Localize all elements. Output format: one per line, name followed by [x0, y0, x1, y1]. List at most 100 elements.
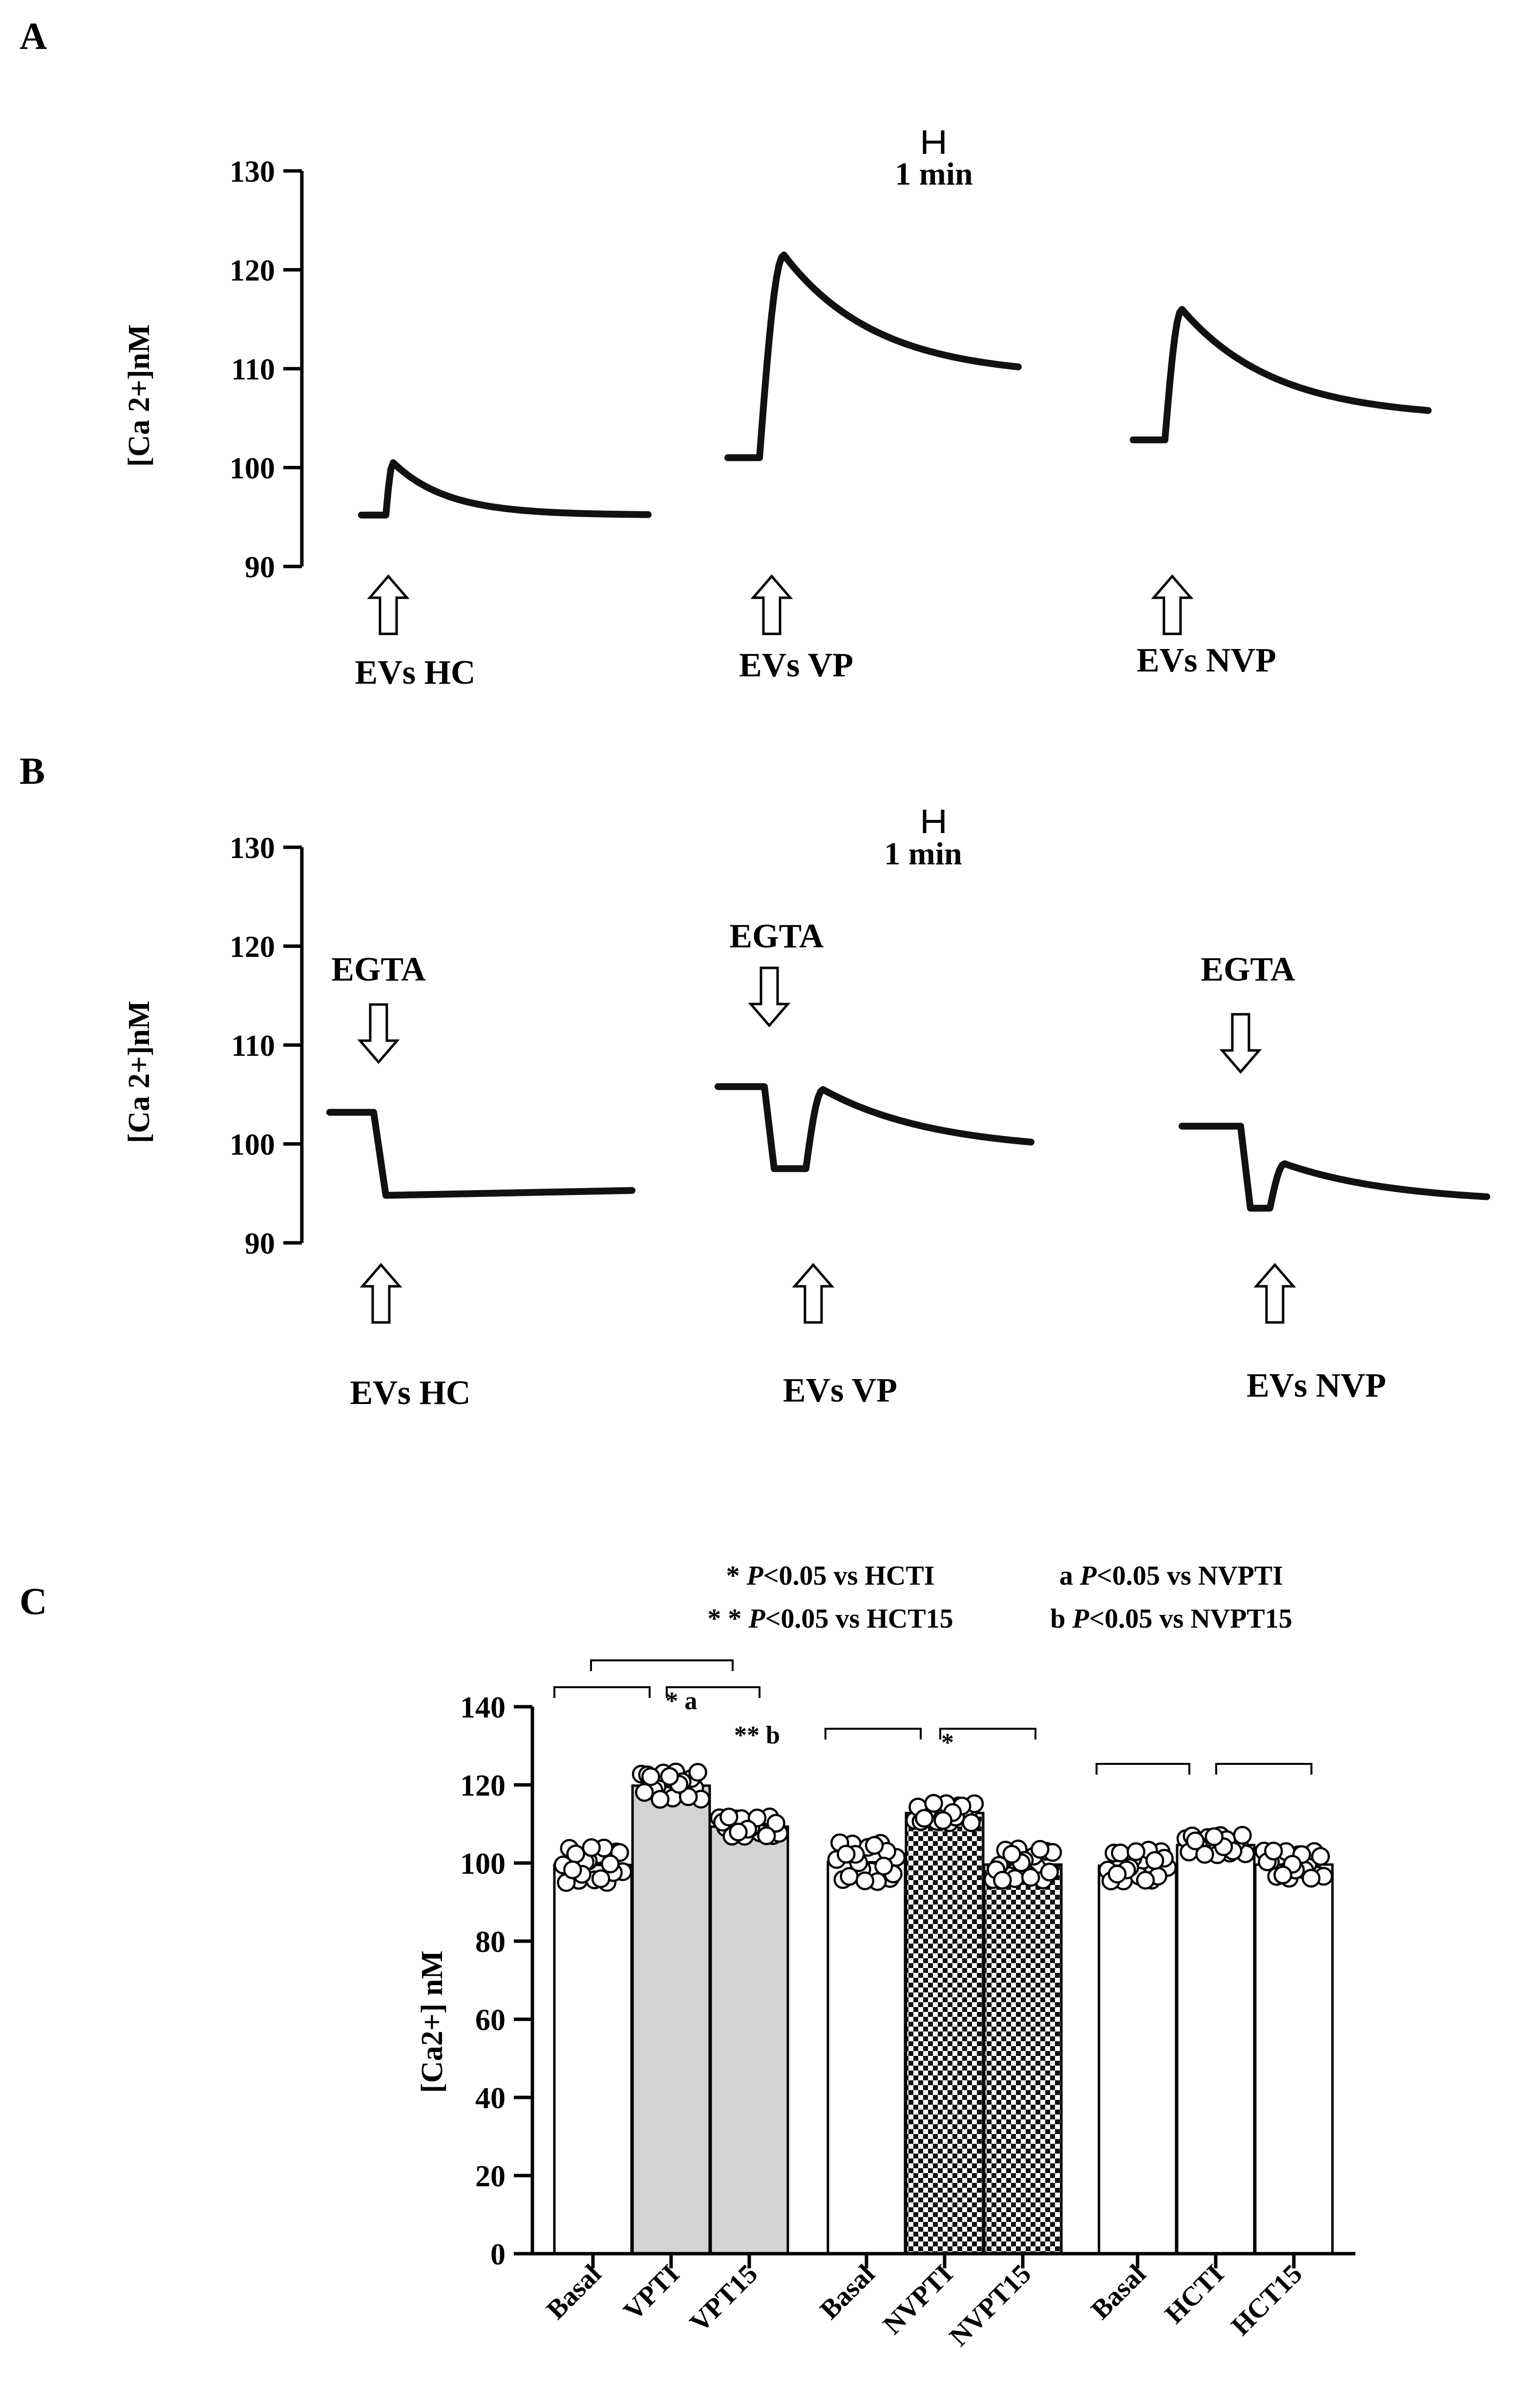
- panel-a-trace-3: [1130, 306, 1432, 443]
- x-tick-label: VPT15: [684, 2259, 764, 2338]
- data-point: [719, 1807, 739, 1827]
- data-point: [993, 1870, 1012, 1890]
- panel-c-tick-label: 20: [475, 2160, 506, 2193]
- data-point: [1002, 1844, 1021, 1864]
- panel-a-tick-label: 90: [245, 551, 275, 584]
- data-point: [651, 1790, 670, 1809]
- panel-a-tick-label: 110: [231, 353, 275, 386]
- legend-line-1-right: a P<0.05 vs NVPTI: [1059, 1561, 1283, 1591]
- data-point: [1136, 1870, 1155, 1890]
- panel-b-calcium-trace: 90 100 110 120 130 [Ca 2+]nM EGTA EGTA EGTA EVs…: [123, 810, 1490, 1412]
- panel-a-y-axis-label: [Ca 2+]nM: [123, 324, 156, 467]
- down-arrow-icon: [357, 1003, 400, 1064]
- panel-b-tick-label: 90: [245, 1227, 275, 1260]
- panel-c-tick-label: 100: [460, 1847, 506, 1881]
- data-point: [855, 1871, 875, 1890]
- panel-b-tick-label: 120: [230, 931, 275, 964]
- comparison-bracket: [590, 1659, 734, 1671]
- x-tick-label: VPTI: [618, 2259, 685, 2326]
- x-tick-label: NVPT15: [944, 2259, 1037, 2352]
- data-point: [635, 1783, 654, 1802]
- panel-b-egta-label: EGTA: [1201, 951, 1295, 988]
- panel-b-scale-bar-label: 1 min: [884, 836, 962, 872]
- panel-a-scale-bar: 1 min: [895, 130, 973, 192]
- data-point: [874, 1857, 893, 1876]
- data-point: [766, 1814, 785, 1833]
- up-arrow-icon: [367, 574, 410, 635]
- panel-c-tick-label: 140: [460, 1691, 506, 1724]
- legend-line-2-right: b P<0.05 vs NVPT15: [1050, 1604, 1292, 1634]
- panel-b-y-axis: 90 100 110 120 130: [230, 832, 304, 1260]
- comparison-bracket: [939, 1728, 1036, 1739]
- panel-c-tick-label: 80: [475, 1926, 506, 1959]
- data-point: [582, 1838, 601, 1857]
- data-point: [1108, 1864, 1127, 1884]
- panel-b-trace-2: [715, 1083, 1034, 1173]
- up-arrow-icon: [359, 1263, 402, 1324]
- significance-annotation: ** b: [734, 1721, 780, 1749]
- panel-a-trace-2: [724, 251, 1022, 461]
- panel-b-egta-label: EGTA: [331, 951, 426, 988]
- bar-vpt15: [709, 1825, 789, 2255]
- up-arrow-icon: [1253, 1263, 1296, 1324]
- panel-letter-b: B: [20, 750, 45, 792]
- bar-basal: [826, 1861, 907, 2255]
- data-point: [1021, 1868, 1040, 1887]
- data-point: [933, 1811, 953, 1830]
- data-point: [1273, 1865, 1292, 1885]
- bar-hcti: [1176, 1843, 1256, 2255]
- panel-b-stimulus-label: EVs HC: [350, 1374, 471, 1412]
- data-point: [962, 1813, 981, 1832]
- panel-a-arrow-label: EVs VP: [739, 647, 853, 684]
- panel-a-arrow-label: EVs NVP: [1137, 642, 1276, 679]
- panel-b-tick-label: 100: [230, 1129, 275, 1162]
- comparison-bracket: [553, 1686, 651, 1698]
- data-point: [1204, 1827, 1224, 1846]
- significance-annotation: * a: [666, 1687, 697, 1715]
- data-point: [1145, 1851, 1164, 1870]
- panel-a-scale-bar-label: 1 min: [895, 156, 973, 192]
- panel-b-tick-label: 110: [231, 1029, 275, 1063]
- legend-line-1-left: * P<0.05 vs HCTI: [726, 1561, 934, 1591]
- x-tick-label: HCTI: [1159, 2259, 1230, 2329]
- data-point: [1040, 1863, 1059, 1882]
- panel-b-scale-bar: 1 min: [884, 810, 962, 872]
- bar-nvpti: [905, 1812, 985, 2255]
- data-point: [729, 1822, 748, 1842]
- panel-a-y-axis: 90 100 110 120 130: [230, 155, 304, 584]
- data-point: [837, 1844, 856, 1864]
- comparison-bracket: [666, 1686, 760, 1698]
- data-point: [591, 1869, 611, 1888]
- panel-c-tick-label: 40: [475, 2082, 506, 2115]
- up-arrow-icon: [792, 1263, 835, 1324]
- panel-c-y-axis: 0 20 40 60 80 100 120 140: [460, 1691, 1355, 2271]
- panel-letter-a: A: [20, 15, 47, 57]
- panel-b-stimulus-label: EVs NVP: [1246, 1367, 1386, 1404]
- data-point: [1264, 1842, 1283, 1861]
- data-point: [865, 1836, 884, 1855]
- data-point: [679, 1787, 698, 1806]
- data-point: [924, 1794, 943, 1813]
- data-point: [688, 1762, 707, 1782]
- panel-a-tick-label: 100: [230, 452, 275, 485]
- data-point: [1195, 1845, 1214, 1864]
- comparison-bracket: [824, 1728, 922, 1739]
- up-arrow-icon: [1151, 574, 1194, 635]
- data-point: [1302, 1868, 1321, 1888]
- data-point: [641, 1767, 660, 1786]
- data-point: [601, 1854, 620, 1874]
- panel-b-trace-3: [1179, 1123, 1490, 1212]
- panel-a-calcium-trace: 90 100 110 120 130 [Ca 2+]nM EVs HC EVs VP EVs…: [123, 130, 1432, 691]
- panel-b-y-axis-label: [Ca 2+]nM: [123, 1001, 156, 1143]
- panel-a-tick-label: 130: [230, 155, 275, 188]
- bar-hct15: [1254, 1863, 1334, 2255]
- panel-c-comparison-brackets: [553, 1659, 1312, 1775]
- down-arrow-icon: [748, 966, 791, 1027]
- comparison-bracket: [1215, 1763, 1312, 1775]
- significance-annotation: *: [941, 1729, 954, 1757]
- panel-c-y-axis-label: [Ca2+] nM: [416, 1950, 449, 2093]
- data-point: [1186, 1831, 1205, 1851]
- bar-basal: [553, 1864, 633, 2255]
- panel-letter-c: C: [20, 1580, 47, 1622]
